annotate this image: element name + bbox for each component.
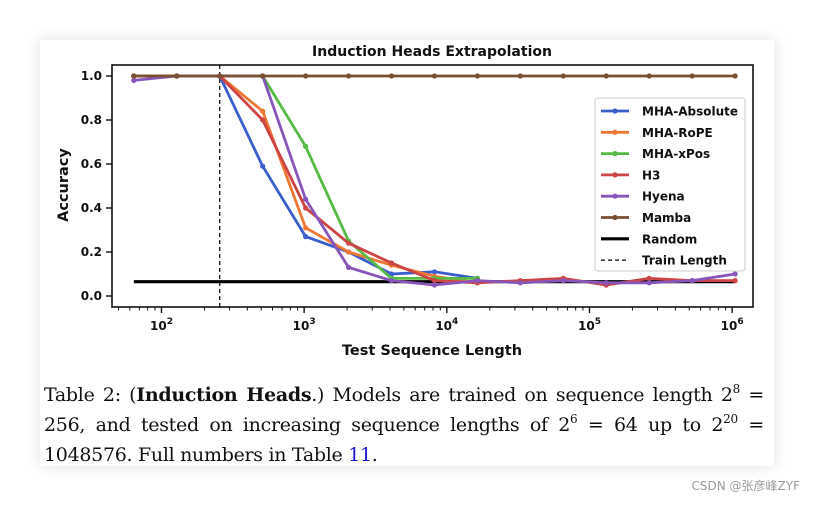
legend-label-hyena: Hyena [642,190,685,204]
data-point-mamba [560,73,566,79]
series-line-mha-xpos [133,74,478,280]
series-line-mha-absolute [133,74,478,280]
data-point-h3 [260,117,266,123]
data-point-h3 [646,275,652,281]
y-tick-label: 0.2 [81,245,102,259]
data-point-hyena [689,278,695,284]
caption-sup-3: 20 [723,412,738,426]
data-point-h3 [388,260,395,266]
legend-label-mamba: Mamba [642,211,691,225]
watermark: CSDN @张彦峰ZYF [691,479,800,493]
legend-label-mha-absolute: MHA-Absolute [642,105,738,119]
chart: Induction Heads Extrapolation Accuracy T… [56,44,754,359]
data-point-h3 [345,240,352,246]
x-tick-label: 106 [721,317,744,333]
legend-marker-hyena [612,193,618,199]
data-point-mamba [474,73,481,79]
legend-box [594,97,746,272]
caption-text-1: .) Models are trained on sequence length… [311,384,733,406]
data-point-h3 [303,205,309,211]
data-point-mha-rope [303,225,309,231]
y-axis-label: Accuracy [56,148,72,222]
caption-text-2: = 256, and tested on increasing sequence… [44,384,764,436]
legend-label-mha-rope: MHA-RoPE [642,126,713,140]
data-point-mha-absolute [260,163,266,169]
y-tick-label: 0.4 [81,201,102,215]
legend-marker-mamba [612,214,618,221]
data-point-mamba [217,73,223,79]
data-point-mamba [174,73,180,79]
legend-marker-h3 [612,172,618,178]
data-point-hyena [303,196,309,202]
caption-suffix: . [371,444,378,466]
y-tick-label: 0.6 [81,157,102,171]
y-tick-label: 0.0 [81,289,102,303]
data-point-mha-rope [260,108,266,114]
legend-marker-mha-absolute [612,108,618,114]
legend-marker-mha-xpos [612,151,618,157]
legend: MHA-Absolute MHA-RoPE MHA-xPos H3 Hyena Mamba… [594,97,746,272]
data-point-mamba [732,73,738,79]
data-point-hyena [517,280,523,286]
data-point-hyena [388,278,395,284]
caption-sup-2: 6 [570,412,578,426]
legend-label-train-length: Train Length [642,254,727,268]
y-tick-label: 0.8 [81,113,102,127]
data-point-hyena [603,280,609,286]
series-line-mha-rope [133,74,478,285]
legend-label-random: Random [642,232,697,246]
figure-card: Induction Heads Extrapolation Accuracy T… [40,40,774,466]
caption-prefix: Table 2: ( [44,384,137,406]
data-point-hyena [431,282,438,288]
data-point-mamba [303,73,309,79]
data-point-mamba [603,73,609,79]
data-point-mamba [260,73,266,79]
x-tick-label: 102 [150,317,173,333]
data-point-hyena [131,77,137,83]
caption-text-3: = 64 up to 2 [577,414,724,436]
data-point-mamba [431,73,438,79]
data-point-hyena [560,278,566,284]
data-point-mha-absolute [388,271,395,277]
legend-marker-mha-rope [612,129,618,135]
data-point-mamba [345,73,352,79]
data-point-mamba [517,73,523,79]
x-tick-label: 103 [293,317,316,333]
data-point-mha-absolute [431,269,438,275]
data-point-hyena [732,271,738,277]
caption-text-4: = 1048576. Full numbers in Table [44,414,764,466]
chart-title: Induction Heads Extrapolation [312,44,552,60]
legend-label-mha-xpos: MHA-xPos [642,147,710,161]
data-point-mamba [646,73,652,79]
table-reference-link[interactable]: 11 [348,444,372,466]
data-point-h3 [431,278,438,284]
y-tick-label: 1.0 [81,69,102,83]
data-point-hyena [345,264,352,270]
data-point-h3 [732,278,738,284]
data-point-mamba [388,73,395,79]
data-point-hyena [646,280,652,286]
caption-bold-title: Induction Heads [136,384,312,406]
data-point-hyena [474,278,481,284]
data-point-mha-absolute [303,234,309,240]
x-axis-label: Test Sequence Length [342,343,522,359]
legend-label-h3: H3 [642,168,660,182]
x-tick-label: 104 [435,317,458,333]
data-point-mha-rope [345,249,352,255]
caption-sup-1: 8 [732,382,741,396]
x-tick-label: 105 [578,317,601,333]
data-point-mha-xpos [303,143,309,149]
data-point-mamba [689,73,695,79]
data-point-mamba [131,73,137,79]
table-caption: Table 2: (Induction Heads.) Models are t… [44,380,764,470]
